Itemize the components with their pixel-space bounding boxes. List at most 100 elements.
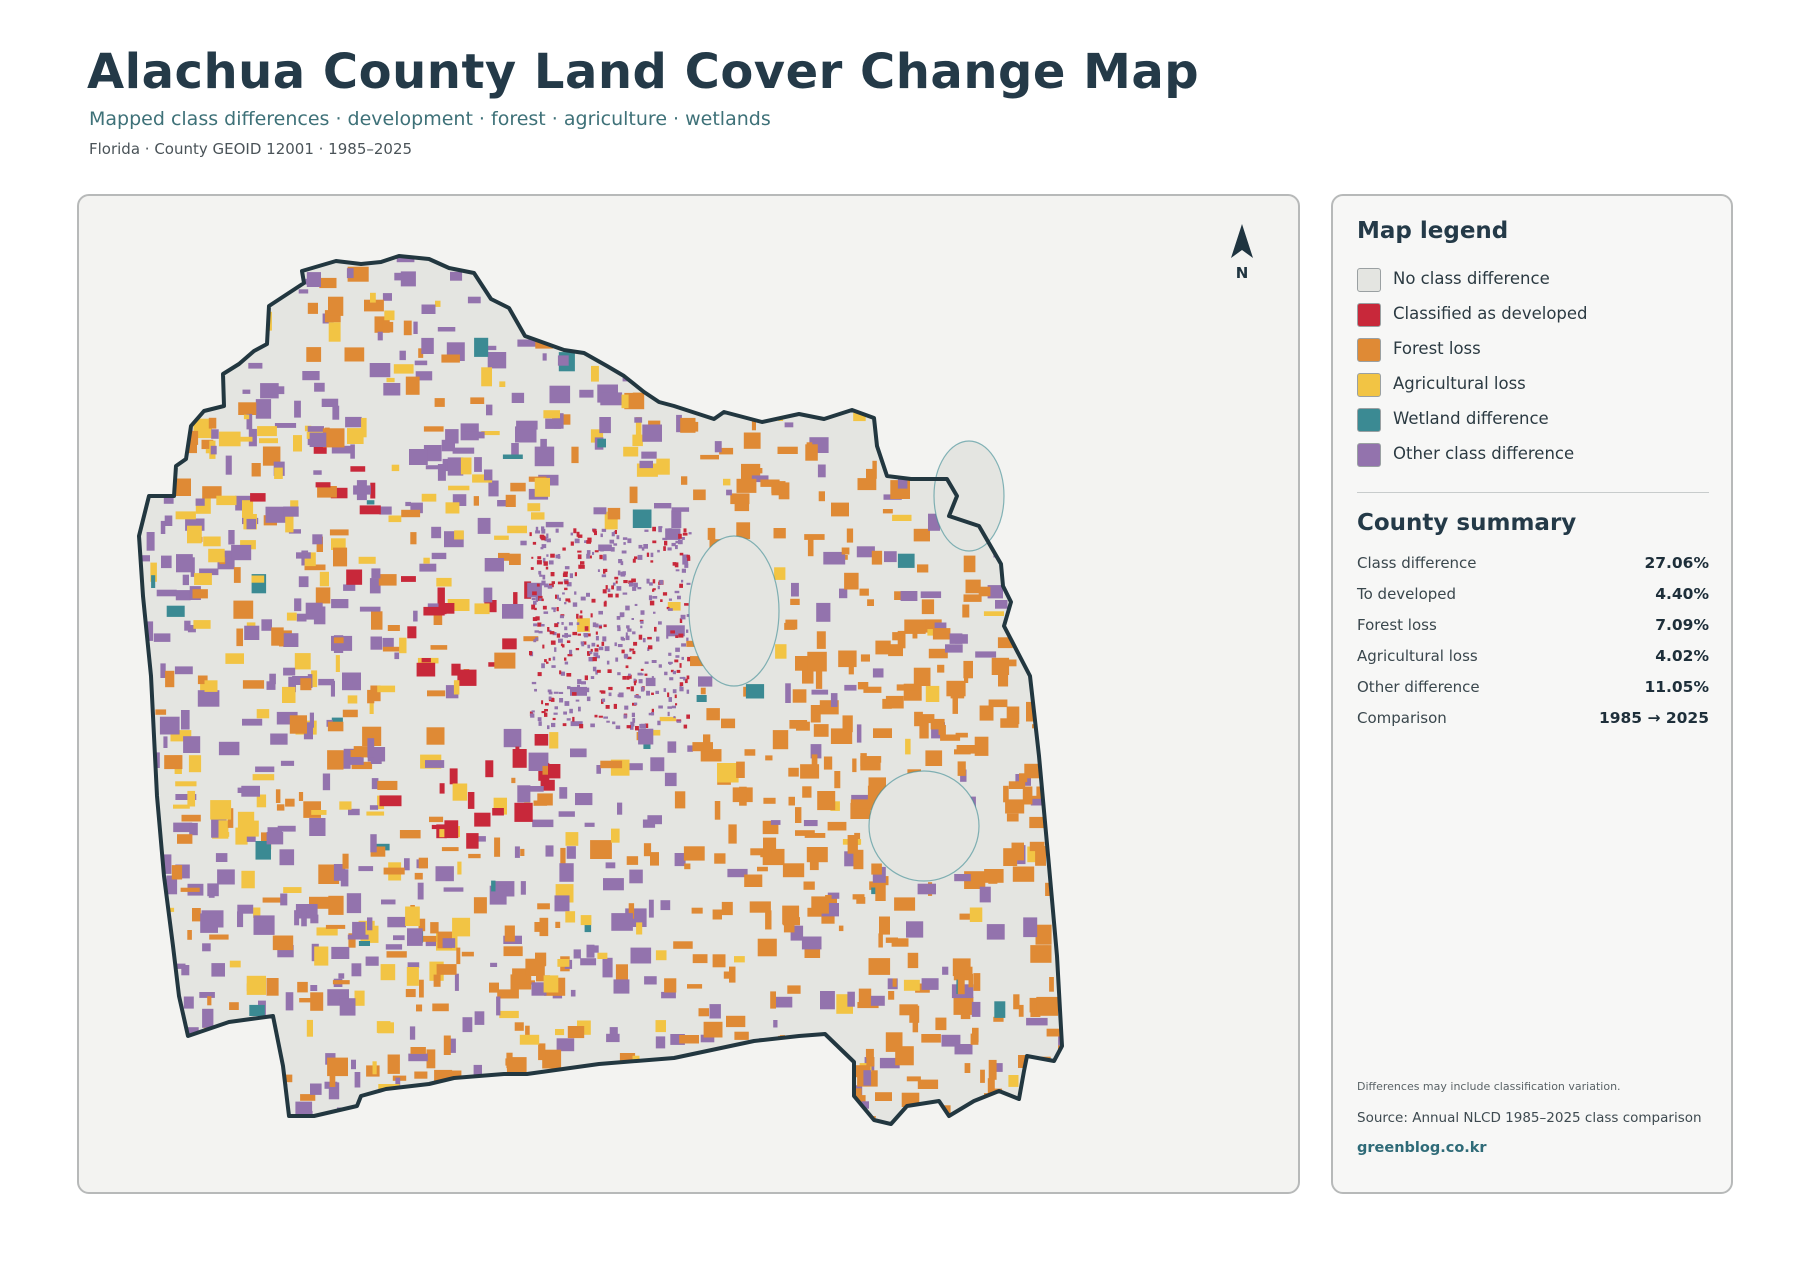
- change-patch: [208, 888, 215, 898]
- county-map[interactable]: [79, 196, 1300, 1194]
- change-patch: [419, 979, 424, 998]
- change-patch: [204, 680, 218, 692]
- change-patch: [241, 870, 255, 889]
- change-patch: [591, 365, 599, 382]
- change-patch: [421, 493, 437, 502]
- map-panel[interactable]: [77, 194, 1300, 1194]
- change-patch: [246, 820, 259, 837]
- change-patch: [903, 414, 920, 419]
- change-patch: [647, 815, 662, 825]
- change-patch: [687, 984, 703, 989]
- change-patch: [425, 939, 436, 947]
- change-patch: [452, 917, 471, 937]
- change-patch: [592, 551, 595, 555]
- legend-swatch: [1357, 303, 1381, 327]
- change-patch: [603, 1069, 610, 1081]
- change-patch: [144, 873, 157, 887]
- change-patch: [959, 913, 971, 920]
- change-patch: [238, 402, 257, 415]
- change-patch: [246, 975, 266, 995]
- change-patch: [449, 768, 458, 785]
- change-patch: [330, 487, 348, 499]
- change-patch: [594, 648, 599, 652]
- change-patch: [628, 353, 633, 365]
- change-patch: [421, 304, 436, 314]
- change-patch: [605, 568, 608, 572]
- change-patch: [575, 648, 580, 651]
- change-patch: [668, 598, 672, 601]
- change-patch: [857, 682, 869, 690]
- change-patch: [1037, 606, 1044, 619]
- change-patch: [1037, 309, 1043, 321]
- change-patch: [1067, 999, 1077, 1010]
- change-patch: [557, 554, 561, 559]
- change-patch: [823, 551, 846, 565]
- change-patch: [1067, 861, 1074, 869]
- change-patch: [667, 706, 672, 709]
- change-patch: [552, 632, 557, 636]
- change-patch: [661, 991, 676, 999]
- change-patch: [774, 567, 786, 580]
- change-patch: [625, 605, 630, 611]
- change-patch: [256, 709, 270, 719]
- change-patch: [615, 964, 628, 983]
- change-patch: [655, 950, 667, 961]
- change-patch: [562, 547, 566, 551]
- change-patch: [146, 532, 155, 551]
- change-patch: [227, 1106, 244, 1119]
- change-patch: [606, 1033, 620, 1043]
- change-patch: [806, 847, 828, 863]
- change-patch: [550, 553, 555, 558]
- change-patch: [177, 834, 193, 844]
- change-patch: [295, 1117, 315, 1124]
- change-patch: [162, 1068, 183, 1079]
- change-patch: [350, 1109, 363, 1118]
- change-patch: [565, 598, 571, 602]
- change-patch: [183, 736, 201, 753]
- change-patch: [795, 830, 815, 836]
- change-patch: [546, 554, 549, 557]
- change-patch: [425, 760, 445, 768]
- change-patch: [347, 695, 358, 704]
- change-patch: [652, 540, 657, 544]
- change-patch: [600, 760, 623, 769]
- change-patch: [369, 697, 374, 714]
- change-patch: [611, 828, 620, 843]
- change-patch: [617, 570, 621, 576]
- change-patch: [779, 1081, 792, 1098]
- change-patch: [928, 345, 946, 353]
- change-patch: [672, 689, 677, 694]
- change-patch: [233, 567, 241, 583]
- change-patch: [149, 993, 167, 1000]
- change-patch: [588, 307, 607, 313]
- change-patch: [618, 1121, 628, 1124]
- summary-label: To developed: [1357, 585, 1457, 603]
- change-patch: [630, 725, 634, 730]
- change-patch: [414, 1071, 428, 1079]
- change-patch: [435, 1092, 441, 1107]
- change-patch: [211, 429, 219, 439]
- change-patch: [566, 582, 572, 587]
- change-patch: [549, 631, 555, 635]
- change-patch: [788, 256, 793, 269]
- change-patch: [423, 935, 437, 942]
- change-patch: [532, 591, 537, 596]
- change-patch: [1048, 1088, 1062, 1097]
- change-patch: [626, 338, 636, 344]
- change-patch: [564, 626, 568, 631]
- change-patch: [587, 537, 592, 543]
- change-patch: [442, 938, 456, 948]
- change-patch: [333, 637, 344, 644]
- site-link[interactable]: greenblog.co.kr: [1357, 1140, 1487, 1156]
- change-patch: [664, 540, 668, 546]
- change-patch: [613, 543, 618, 546]
- summary-row: Forest loss 7.09%: [1357, 616, 1709, 638]
- change-patch: [611, 913, 633, 931]
- change-patch: [405, 501, 411, 507]
- change-patch: [626, 675, 630, 680]
- change-patch: [989, 1106, 1010, 1123]
- change-patch: [173, 963, 186, 969]
- change-patch: [537, 793, 553, 806]
- change-patch: [182, 574, 189, 586]
- change-patch: [1016, 605, 1027, 622]
